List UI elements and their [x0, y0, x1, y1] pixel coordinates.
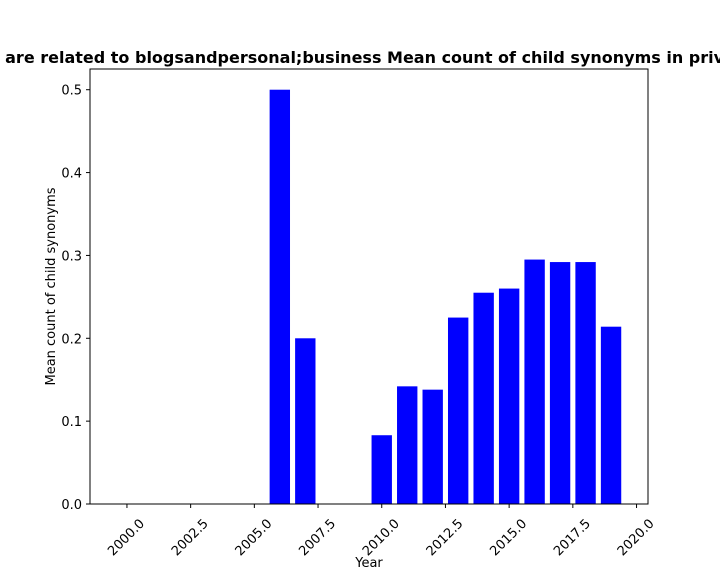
y-tick-label: 0.5 [61, 84, 82, 99]
bar-2018 [575, 262, 596, 504]
x-tick-label: 2020.0 [615, 516, 658, 559]
bar-2016 [524, 259, 545, 504]
bar-2015 [498, 288, 520, 504]
y-axis-ticks: 0.0 0.1 0.2 0.3 0.4 0.5 [61, 84, 90, 513]
x-axis-label: Year [354, 556, 383, 571]
x-tick-label: 2015.0 [487, 516, 530, 559]
y-tick-label: 0.1 [61, 415, 82, 430]
bars-group [269, 89, 622, 505]
y-tick-label: 0.2 [61, 332, 82, 347]
x-tick-label: 2000.0 [105, 516, 148, 559]
bar-2007 [295, 338, 316, 504]
x-tick-label: 2010.0 [360, 516, 403, 559]
y-tick-label: 0.3 [61, 249, 82, 264]
x-tick-label: 2002.5 [169, 516, 212, 559]
bar-2019 [600, 326, 622, 504]
bar-2013 [447, 317, 469, 504]
y-tick-label: 0.0 [61, 498, 82, 513]
bar-2006 [269, 89, 291, 505]
x-tick-label: 2017.5 [551, 516, 594, 559]
bar-2011 [397, 386, 418, 504]
bar-2010 [371, 435, 392, 504]
y-axis-label: Mean count of child synonyms [44, 187, 59, 385]
bar-2017 [549, 262, 571, 504]
y-tick-label: 0.4 [61, 167, 82, 182]
x-axis-ticks: 2000.0 2002.5 2005.0 2007.5 2010.0 2012.5 2015… [105, 504, 658, 559]
plot-frame [89, 68, 649, 505]
chart-title: are related to blogsandpersonal;business… [5, 48, 720, 67]
x-tick-label: 2007.5 [296, 516, 339, 559]
x-tick-label: 2005.0 [233, 516, 276, 559]
bar-2012 [422, 389, 443, 504]
bar-2014 [473, 292, 494, 504]
x-tick-label: 2012.5 [424, 516, 467, 559]
